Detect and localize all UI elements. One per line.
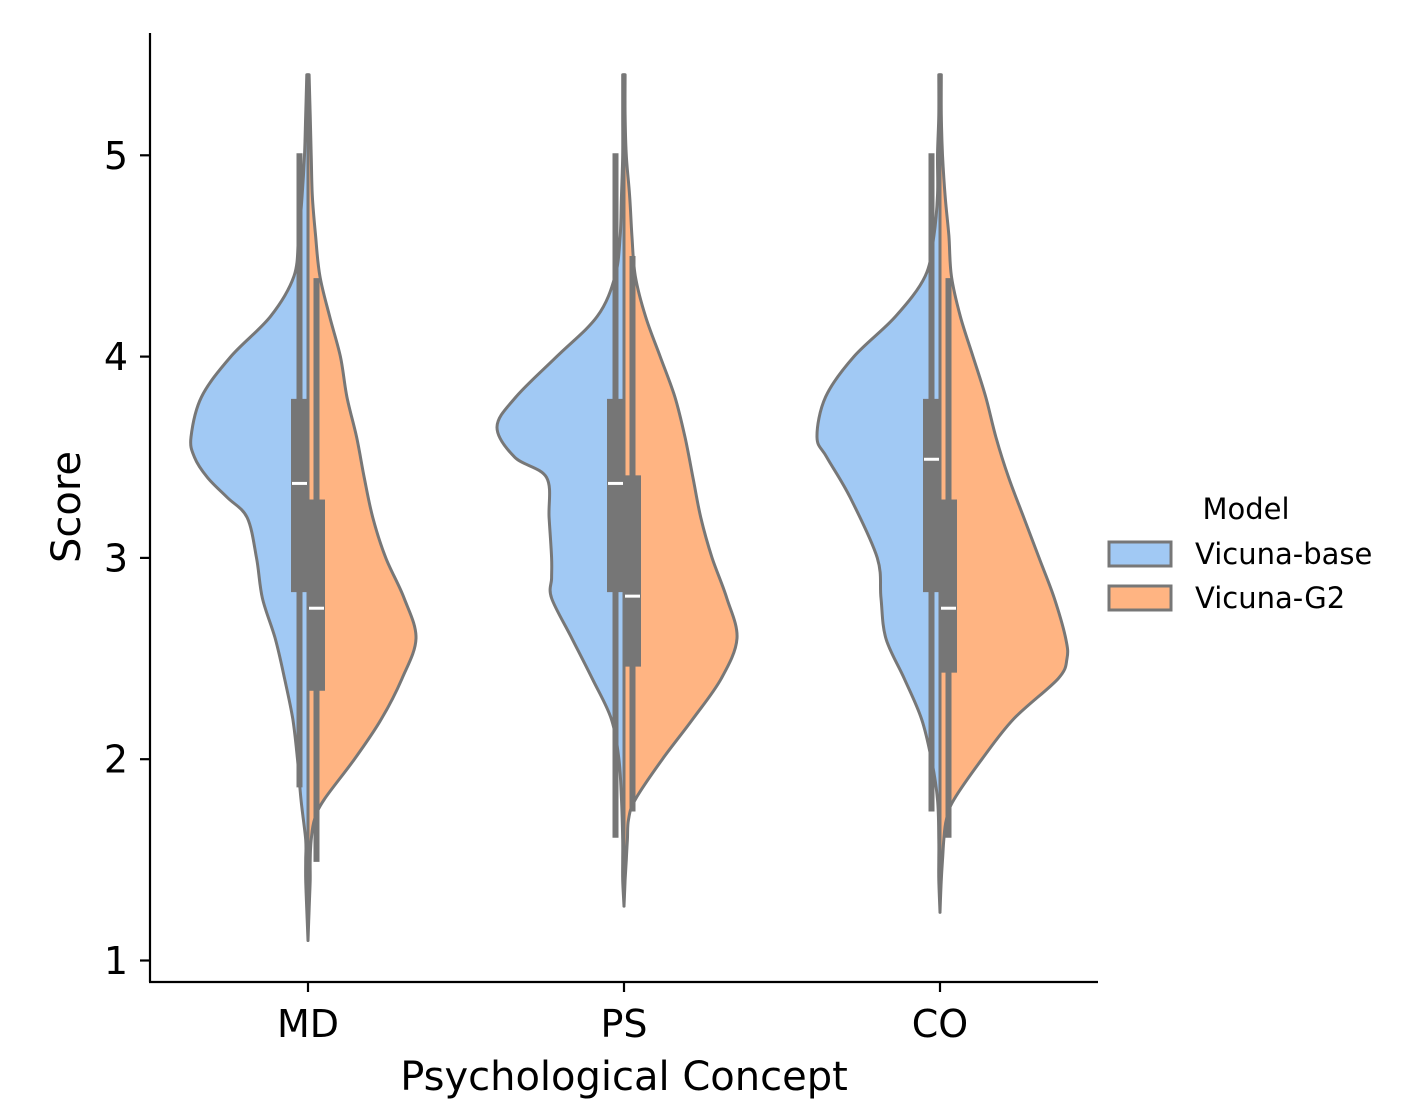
violin-md-vicuna-base (189, 73, 310, 942)
x-tick-label-ps: PS (600, 1002, 647, 1046)
y-tick-label: 1 (104, 939, 128, 983)
violin-group-md (189, 73, 418, 942)
box-co-vicuna-g2 (940, 499, 957, 673)
legend-label-vicuna-base: Vicuna-base (1195, 537, 1372, 571)
violin-md-vicuna-g2 (306, 73, 418, 942)
violin-group-ps (495, 73, 739, 908)
y-tick-label: 3 (104, 536, 128, 580)
x-ticks: MD PS CO (277, 982, 968, 1046)
y-axis-label: Score (44, 451, 90, 563)
x-tick-label-co: CO (912, 1002, 968, 1046)
y-ticks: 1 2 3 4 5 (104, 134, 150, 983)
legend: Model Vicuna-base Vicuna-G2 (1107, 492, 1372, 615)
violin-group-co (815, 73, 1070, 914)
violin-co-vicuna-base (815, 73, 942, 914)
legend-swatch-vicuna-base (1107, 540, 1173, 568)
box-ps-vicuna-base (607, 398, 624, 593)
legend-swatch-vicuna-g2 (1107, 584, 1173, 612)
x-tick-label-md: MD (277, 1002, 339, 1046)
y-tick-label: 2 (104, 738, 128, 782)
legend-title: Model (1202, 492, 1289, 526)
violin-plot-area (189, 73, 1070, 942)
x-axis-label: Psychological Concept (400, 1054, 848, 1100)
legend-label-vicuna-g2: Vicuna-G2 (1195, 581, 1345, 615)
y-tick-label: 5 (104, 134, 128, 178)
violin-ps-vicuna-base (495, 73, 626, 908)
box-co-vicuna-base (923, 398, 940, 593)
box-ps-vicuna-g2 (624, 475, 641, 667)
violin-co-vicuna-g2 (938, 73, 1070, 914)
box-md-vicuna-base (291, 398, 308, 593)
y-tick-label: 4 (104, 335, 128, 379)
violin-ps-vicuna-g2 (622, 73, 739, 908)
box-md-vicuna-g2 (308, 499, 325, 691)
